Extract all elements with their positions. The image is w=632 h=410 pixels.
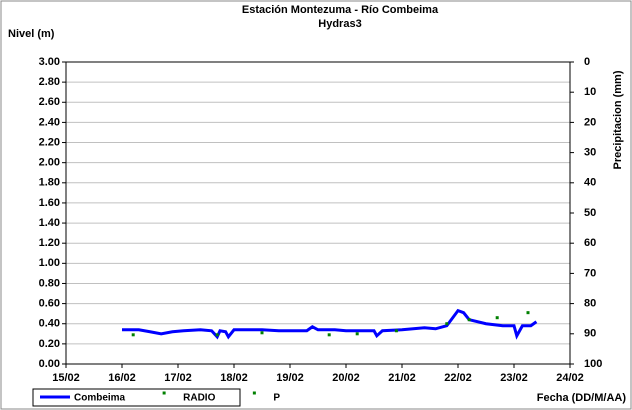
y2-tick-label: 90: [584, 328, 596, 340]
y2-tick-label: 70: [584, 267, 596, 279]
y-tick-label: 1.60: [39, 197, 60, 209]
y-tick-label: 2.00: [39, 157, 60, 169]
data-point: [394, 329, 398, 333]
y2-tick-label: 10: [584, 86, 596, 98]
data-line: [122, 308, 538, 340]
y-tick-label: 0.00: [39, 358, 60, 370]
legend-label: Combeima: [74, 393, 126, 404]
y-tick-label: 0.60: [39, 298, 60, 310]
data-point: [355, 332, 359, 336]
x-tick-label: 21/02: [388, 372, 416, 384]
data-point: [495, 316, 499, 320]
legend-label: P: [273, 393, 280, 404]
x-tick-label: 18/02: [220, 372, 248, 384]
y-tick-label: 1.40: [39, 217, 60, 229]
y2-tick-label: 30: [584, 147, 596, 159]
x-tick-label: 20/02: [332, 372, 360, 384]
y2-tick-label: 20: [584, 116, 596, 128]
legend-label: RADIO: [183, 393, 215, 404]
legend-swatch: [162, 391, 166, 395]
y-tick-label: 1.80: [39, 177, 60, 189]
chart-title: Estación Montezuma - Río Combeima: [242, 4, 439, 16]
y-tick-label: 2.60: [39, 96, 60, 108]
y-tick-label: 0.40: [39, 318, 60, 330]
y-tick-label: 0.20: [39, 338, 60, 350]
legend-box: [32, 388, 241, 407]
x-tick-label: 22/02: [444, 372, 472, 384]
x-tick-label: 23/02: [500, 372, 528, 384]
data-point: [131, 333, 135, 337]
y-tick-label: 2.40: [39, 116, 60, 128]
x-tick-label: 19/02: [276, 372, 304, 384]
x-axis-label: Fecha (DD/M/AA): [537, 392, 627, 404]
y2-axis-label: Precipitacion (mm): [612, 70, 624, 169]
legend-swatch: [252, 391, 256, 395]
plot-frame: [65, 61, 571, 365]
y2-tick-label: 0: [584, 56, 590, 68]
y-tick-label: 0.80: [39, 277, 60, 289]
y-tick-label: 2.80: [39, 76, 60, 88]
y2-tick-label: 100: [584, 358, 602, 370]
y2-tick-label: 40: [584, 177, 596, 189]
x-tick-label: 15/02: [52, 372, 80, 384]
data-point: [327, 333, 331, 337]
data-point: [467, 318, 471, 322]
x-tick-label: 24/02: [556, 372, 584, 384]
data-point: [445, 322, 449, 326]
y2-tick-label: 50: [584, 207, 596, 219]
x-tick-label: 17/02: [164, 372, 192, 384]
data-point: [215, 333, 219, 337]
y-tick-label: 2.20: [39, 136, 60, 148]
y2-tick-label: 60: [584, 237, 596, 249]
y-tick-label: 1.00: [39, 257, 60, 269]
x-tick-label: 16/02: [108, 372, 136, 384]
data-point: [260, 331, 264, 335]
y-axis-label: Nivel (m): [8, 28, 55, 40]
data-point: [526, 311, 530, 315]
y-tick-label: 1.20: [39, 237, 60, 249]
y2-tick-label: 80: [584, 298, 596, 310]
chart-subtitle: Hydras3: [318, 18, 361, 30]
y-tick-label: 3.00: [39, 56, 60, 68]
